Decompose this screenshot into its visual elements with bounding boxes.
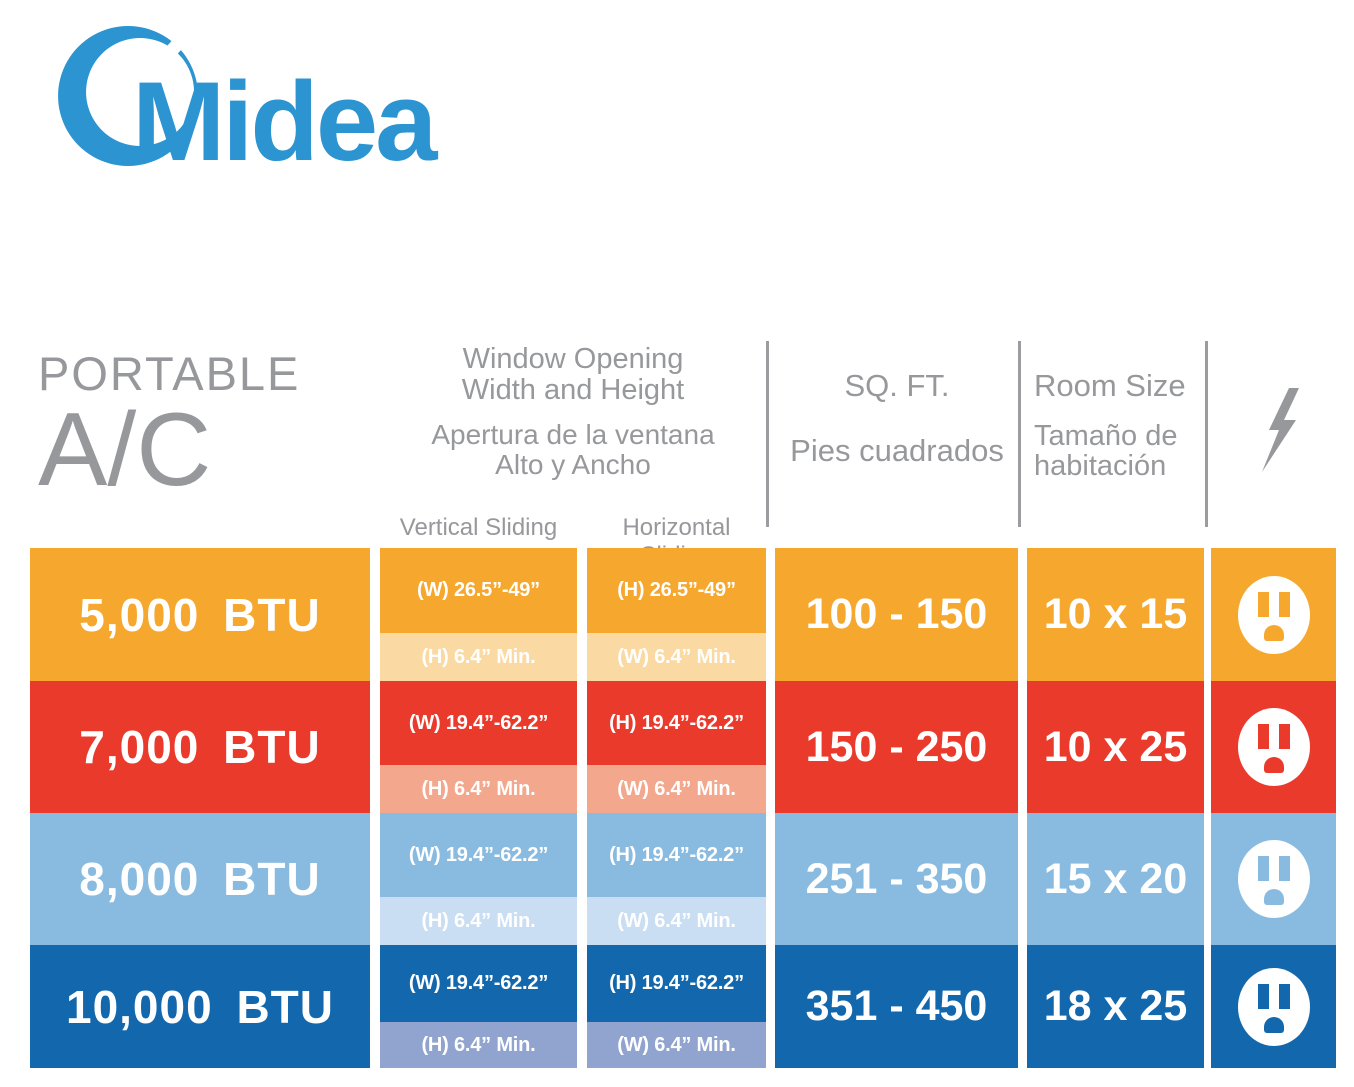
horizontal-sliding-cell: (H) 19.4”-62.2” (W) 6.4” Min. (587, 681, 766, 813)
sqft-cell: 100 - 150 (775, 548, 1018, 681)
horizontal-sliding-range: (H) 19.4”-62.2” (587, 813, 766, 897)
horizontal-sliding-cell: (H) 19.4”-62.2” (W) 6.4” Min. (587, 813, 766, 945)
btu-label: 10,000 BTU (65, 980, 334, 1033)
vertical-sliding-min: (H) 6.4” Min. (380, 1022, 577, 1068)
btu-cell: 5,000 BTU (30, 548, 370, 681)
horizontal-sliding-min: (W) 6.4” Min. (587, 765, 766, 813)
power-cell (1211, 681, 1336, 813)
table-row: 7,000 BTU (W) 19.4”-62.2” (H) 6.4” Min. … (30, 681, 1336, 813)
room-size-cell: 10 x 25 (1027, 681, 1204, 813)
vertical-sliding-cell: (W) 26.5”-49” (H) 6.4” Min. (380, 548, 577, 681)
sqft-cell: 150 - 250 (775, 681, 1018, 813)
vertical-sliding-min: (H) 6.4” Min. (380, 897, 577, 945)
outlet-ground (1263, 624, 1284, 641)
table-row: 8,000 BTU (W) 19.4”-62.2” (H) 6.4” Min. … (30, 813, 1336, 945)
power-cell (1211, 813, 1336, 945)
product-title-line1: PORTABLE (38, 347, 301, 400)
outlet-icon (1237, 708, 1310, 786)
outlet-icon (1237, 575, 1310, 654)
outlet-icon (1237, 840, 1310, 918)
room-size-header: Room Size Tamaño de habitación (1034, 368, 1204, 481)
outlet-icon (1237, 967, 1310, 1046)
sqft-header-es: Pies cuadrados (790, 433, 1004, 468)
sqft-cell: 351 - 450 (775, 945, 1018, 1068)
btu-cell: 8,000 BTU (30, 813, 370, 945)
outlet-slot-left (1257, 983, 1269, 1009)
product-title-line2: A/C (38, 392, 212, 508)
vertical-sliding-range: (W) 19.4”-62.2” (380, 945, 577, 1022)
outlet-ground (1263, 1016, 1284, 1033)
btu-label: 7,000 BTU (79, 721, 321, 773)
midea-wordmark: Midea (132, 59, 438, 178)
window-header-es-line1: Apertura de la ventana (431, 419, 715, 450)
room-header-es-line2: habitación (1034, 450, 1167, 482)
vertical-sliding-min: (H) 6.4” Min. (380, 765, 577, 813)
sqft-cell: 251 - 350 (775, 813, 1018, 945)
room-header-en: Room Size (1034, 368, 1186, 403)
outlet-slot-right (1278, 856, 1290, 881)
window-header-es-line2: Alto y Ancho (495, 449, 651, 480)
vertical-sliding-range: (W) 19.4”-62.2” (380, 813, 577, 897)
horizontal-sliding-cell: (H) 19.4”-62.2” (W) 6.4” Min. (587, 945, 766, 1068)
vertical-sliding-cell: (W) 19.4”-62.2” (H) 6.4” Min. (380, 813, 577, 945)
outlet-slot-left (1257, 591, 1269, 617)
outlet-slot-left (1257, 856, 1269, 881)
outlet-ground (1263, 757, 1284, 773)
table-row: 10,000 BTU (W) 19.4”-62.2” (H) 6.4” Min.… (30, 945, 1336, 1068)
horizontal-sliding-min: (W) 6.4” Min. (587, 1022, 766, 1068)
outlet-slot-right (1278, 591, 1290, 617)
outlet-slot-left (1257, 724, 1269, 749)
header-divider-1 (766, 341, 769, 527)
room-size-cell: 15 x 20 (1027, 813, 1204, 945)
outlet-slot-right (1278, 724, 1290, 749)
window-header-en-line2: Width and Height (461, 374, 685, 406)
logo-swoosh-gap (155, 20, 200, 69)
outlet-ground (1263, 889, 1284, 905)
logo-swoosh-icon (58, 26, 199, 166)
lightning-bolt-icon (1262, 388, 1299, 472)
window-opening-header: Window Opening Width and Height Apertura… (378, 344, 768, 480)
power-cell (1211, 945, 1336, 1068)
vertical-sliding-cell: (W) 19.4”-62.2” (H) 6.4” Min. (380, 945, 577, 1068)
midea-logo: Midea (58, 20, 441, 178)
sqft-header: SQ. FT. Pies cuadrados (775, 368, 1019, 469)
header-divider-3 (1205, 341, 1208, 527)
vertical-sliding-range: (W) 19.4”-62.2” (380, 681, 577, 765)
power-cell (1211, 548, 1336, 681)
outlet-slot-right (1278, 983, 1290, 1009)
horizontal-sliding-min: (W) 6.4” Min. (587, 633, 766, 681)
sqft-header-en: SQ. FT. (844, 368, 950, 403)
header-divider-2 (1018, 341, 1021, 527)
horizontal-sliding-range: (H) 26.5”-49” (587, 548, 766, 633)
horizontal-sliding-range: (H) 19.4”-62.2” (587, 681, 766, 765)
horizontal-sliding-range: (H) 19.4”-62.2” (587, 945, 766, 1022)
window-header-en-line1: Window Opening (462, 343, 684, 375)
room-size-cell: 10 x 15 (1027, 548, 1204, 681)
room-header-es-line1: Tamaño de (1034, 420, 1178, 452)
vertical-sliding-cell: (W) 19.4”-62.2” (H) 6.4” Min. (380, 681, 577, 813)
vertical-sliding-label: Vertical Sliding (399, 514, 558, 541)
room-size-cell: 18 x 25 (1027, 945, 1204, 1068)
btu-cell: 7,000 BTU (30, 681, 370, 813)
vertical-sliding-range: (W) 26.5”-49” (380, 548, 577, 633)
table-row: 5,000 BTU (W) 26.5”-49” (H) 6.4” Min. (H… (30, 548, 1336, 681)
vertical-sliding-min: (H) 6.4” Min. (380, 633, 577, 681)
btu-label: 8,000 BTU (79, 853, 321, 905)
btu-label: 5,000 BTU (79, 588, 321, 641)
btu-cell: 10,000 BTU (30, 945, 370, 1068)
horizontal-sliding-cell: (H) 26.5”-49” (W) 6.4” Min. (587, 548, 766, 681)
horizontal-sliding-min: (W) 6.4” Min. (587, 897, 766, 945)
product-title: PORTABLE A/C (38, 347, 301, 508)
